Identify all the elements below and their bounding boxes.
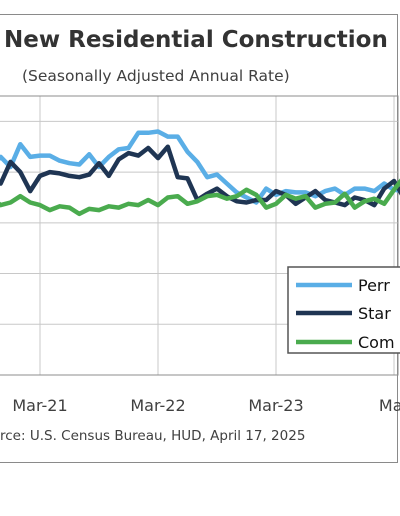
legend-label: Com — [358, 333, 395, 352]
series-line-com — [0, 178, 400, 217]
legend-label: Perr — [358, 276, 390, 295]
plot-area — [0, 95, 399, 376]
x-tick-label: Mar-23 — [248, 396, 303, 415]
chart-title: New Residential Construction — [4, 27, 388, 53]
x-tick-label: Mar-22 — [130, 396, 185, 415]
x-tick-label: Mar — [379, 396, 400, 415]
x-tick-label: Mar-21 — [12, 396, 67, 415]
series-line-star — [0, 144, 400, 208]
plot-border — [0, 95, 399, 376]
chart-frame — [0, 14, 398, 463]
chart-subtitle: (Seasonally Adjusted Annual Rate) — [22, 67, 290, 85]
legend-label: Star — [358, 304, 391, 323]
series-line-perr — [0, 129, 400, 205]
x-axis-tick-labels: Mar-21 Mar-22 Mar-23 Mar — [12, 396, 400, 415]
source-note: rce: U.S. Census Bureau, HUD, April 17, … — [0, 428, 306, 444]
series-layer — [0, 129, 400, 217]
legend-box — [287, 266, 400, 354]
legend: Perr Star Com — [287, 266, 400, 354]
